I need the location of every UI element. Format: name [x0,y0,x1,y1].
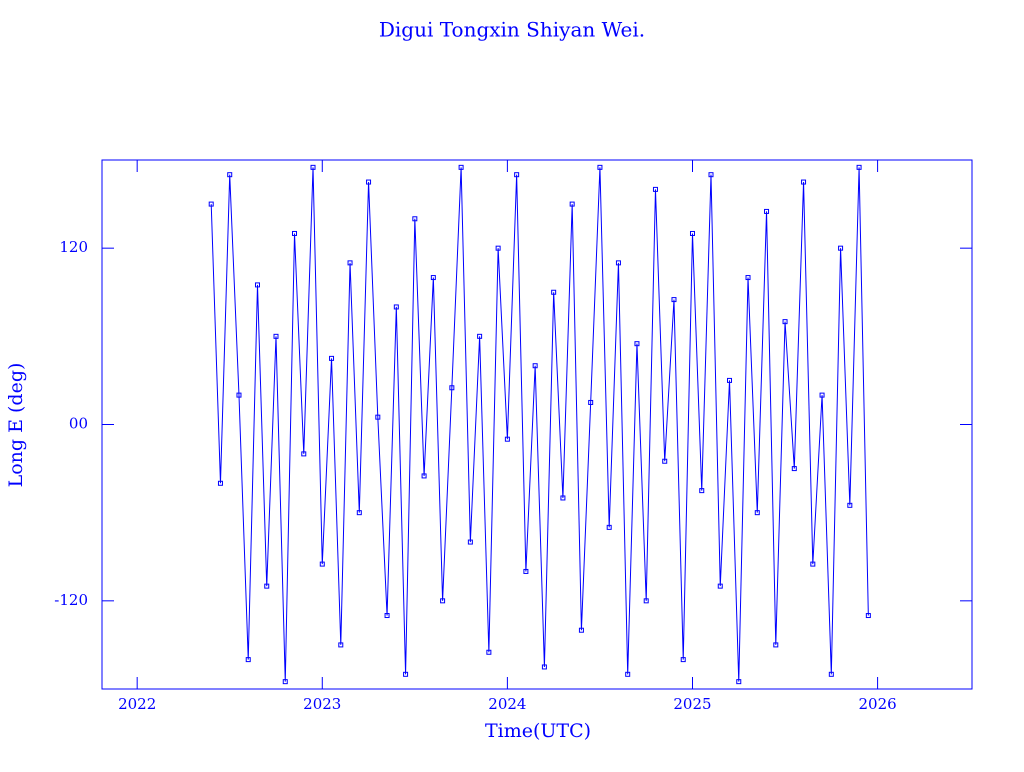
data-point [495,245,501,251]
y-tick-label: 120 [59,238,88,256]
data-point [421,473,427,479]
data-point [745,275,751,281]
chart-title: Digui Tongxin Shiyan Wei. [379,18,645,42]
data-point [689,230,695,236]
data-point [523,568,529,574]
x-tick-label: 2026 [859,695,897,713]
data-point [366,179,372,185]
data-point [384,613,390,619]
data-point [430,275,436,281]
data-point [532,363,538,369]
y-axis-label: Long E (deg) [5,363,27,488]
data-point [541,664,547,670]
data-point [773,642,779,648]
data-point [717,583,723,589]
data-point [782,319,788,325]
data-point [791,466,797,472]
data-point [671,297,677,303]
data-point [208,201,214,207]
data-point [819,392,825,398]
data-point [680,657,686,663]
data-point [865,613,871,619]
data-point [467,539,473,545]
x-axis-label: Time(UTC) [485,720,591,742]
data-point [292,230,298,236]
data-point [477,333,483,339]
data-point [458,164,464,170]
data-point [347,260,353,266]
data-point [254,282,260,288]
data-point [634,341,640,347]
data-point [393,304,399,310]
data-point [273,333,279,339]
data-point [245,657,251,663]
data-point [764,208,770,214]
data-point [615,260,621,266]
data-point [727,377,733,383]
data-point [643,598,649,604]
x-tick-label: 2025 [673,695,711,713]
data-point [708,172,714,178]
data-point [319,561,325,567]
x-tick-label: 2023 [303,695,341,713]
data-point [403,671,409,677]
data-point [856,164,862,170]
data-point [551,289,557,295]
data-point [236,392,242,398]
data-point [227,172,233,178]
data-point [217,480,223,486]
data-point [578,627,584,633]
data-point [699,488,705,494]
data-point [504,436,510,442]
data-point [828,671,834,677]
x-tick-label: 2024 [488,695,526,713]
data-point [375,414,381,420]
data-point [625,671,631,677]
data-point [801,179,807,185]
data-point [597,164,603,170]
data-point [310,164,316,170]
data-point [560,495,566,501]
data-point [329,355,335,361]
data-point [338,642,344,648]
data-point [412,216,418,222]
data-point [569,201,575,207]
y-tick-label: 00 [69,415,88,433]
data-point [810,561,816,567]
data-point [736,679,742,685]
data-point [588,399,594,405]
data-point [449,385,455,391]
data-point [838,245,844,251]
data-point [847,502,853,508]
data-point [356,510,362,516]
y-tick-label: -120 [54,591,88,609]
data-point [514,172,520,178]
data-point [440,598,446,604]
data-point [606,524,612,530]
data-line [210,167,869,682]
data-point [264,583,270,589]
x-tick-label: 2022 [118,695,156,713]
data-point [486,649,492,655]
data-point [662,458,668,464]
data-point [754,510,760,516]
data-point [301,451,307,457]
data-point [282,679,288,685]
data-point [652,186,658,192]
